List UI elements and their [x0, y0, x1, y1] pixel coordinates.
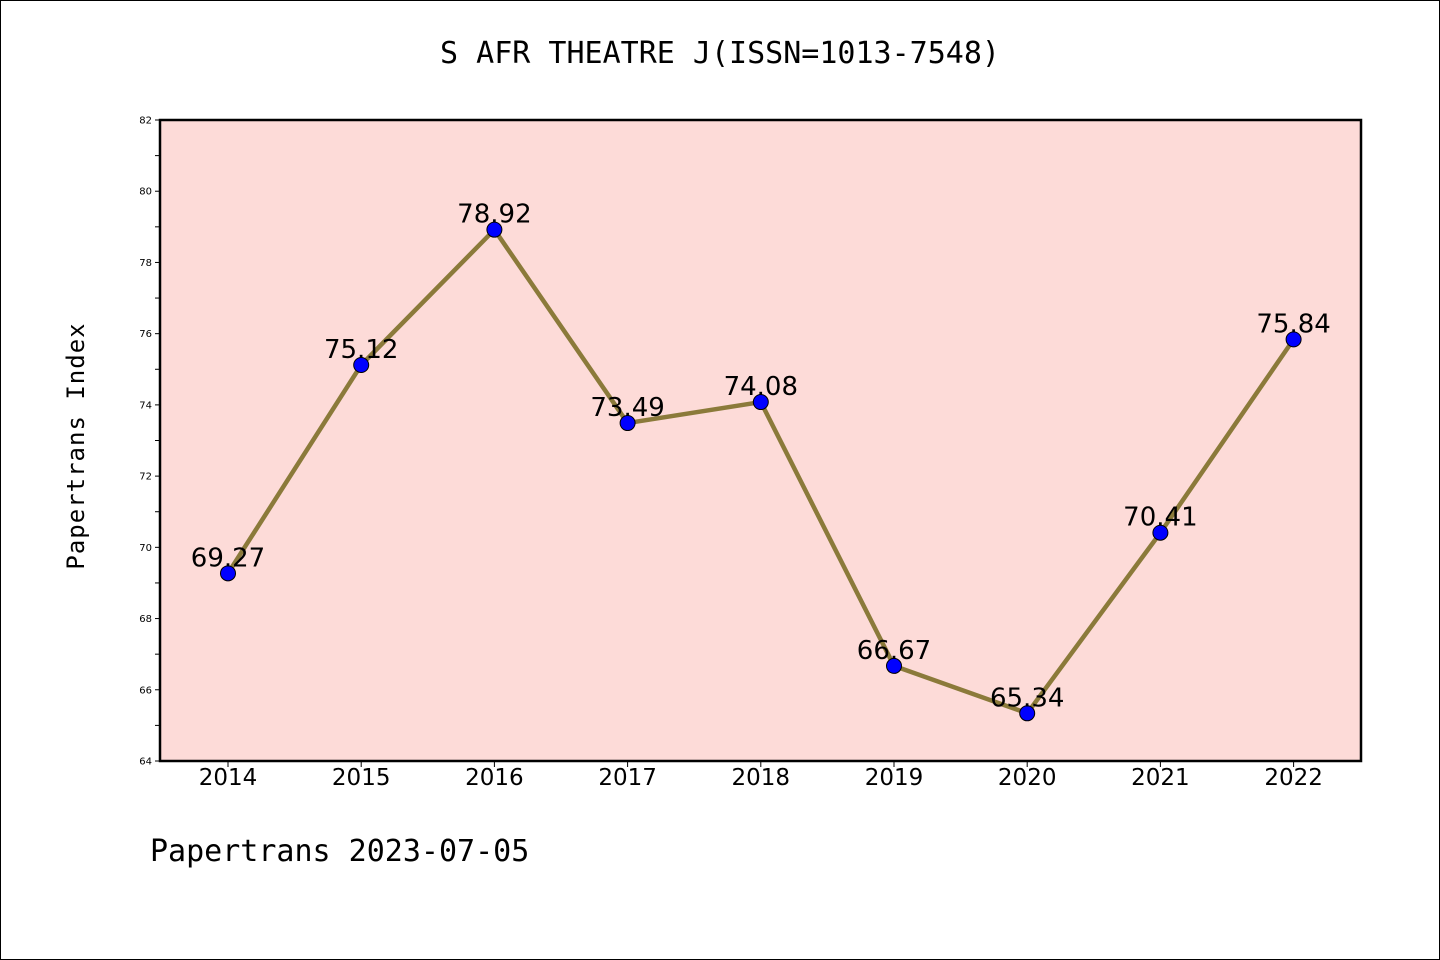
y-tick-label: 68 — [139, 614, 152, 625]
data-label: 75.12 — [324, 335, 398, 365]
data-point — [1285, 331, 1302, 348]
y-axis: 64 66 68 70 72 74 76 78 80 82 — [139, 116, 160, 768]
data-label: 69.27 — [191, 543, 265, 573]
footer-text: Papertrans 2023-07-05 — [150, 834, 530, 869]
x-tick-label: 2017 — [598, 765, 657, 791]
y-tick-label: 66 — [139, 685, 152, 696]
y-tick-label: 82 — [139, 116, 152, 127]
data-point — [619, 415, 636, 432]
data-label-layer: 69.27 75.12 78.92 73.49 74.08 66.67 65.34 70.41… — [191, 200, 1331, 714]
data-point — [752, 394, 769, 411]
x-axis: 2014 2015 2016 2017 2018 2019 2020 2021 2022 — [199, 761, 1323, 791]
y-tick-label: 76 — [139, 329, 152, 340]
data-label: 73.49 — [590, 393, 664, 423]
x-tick-label: 2022 — [1264, 765, 1323, 791]
y-tick-label: 72 — [139, 472, 152, 483]
data-point — [886, 657, 902, 674]
plot-area — [158, 118, 1363, 763]
data-label: 75.84 — [1256, 309, 1330, 339]
data-label: 74.08 — [724, 372, 798, 402]
x-tick-label: 2020 — [998, 765, 1057, 791]
x-tick-label: 2018 — [732, 765, 791, 791]
data-label: 66.67 — [857, 636, 931, 666]
data-point — [220, 565, 236, 582]
x-tick-label: 2021 — [1131, 765, 1190, 791]
y-tick-label: 74 — [139, 400, 152, 411]
data-label: 78.92 — [457, 200, 531, 230]
data-label: 70.41 — [1123, 503, 1197, 533]
data-point — [1152, 524, 1169, 541]
series-layer — [220, 221, 1302, 722]
x-tick-label: 2019 — [865, 765, 924, 791]
x-tick-label: 2016 — [465, 765, 524, 791]
chart-title: S AFR THEATRE J(ISSN=1013-7548) — [440, 36, 1000, 71]
y-tick-label: 64 — [139, 757, 152, 768]
data-point — [353, 357, 370, 374]
data-point — [486, 221, 503, 238]
x-tick-label: 2014 — [199, 765, 258, 791]
x-tick-label: 2015 — [332, 765, 391, 791]
y-tick-label: 78 — [139, 258, 152, 269]
data-point — [1019, 705, 1036, 722]
y-tick-label: 70 — [139, 543, 152, 554]
y-tick-label: 80 — [139, 187, 152, 198]
data-label: 65.34 — [990, 683, 1064, 713]
